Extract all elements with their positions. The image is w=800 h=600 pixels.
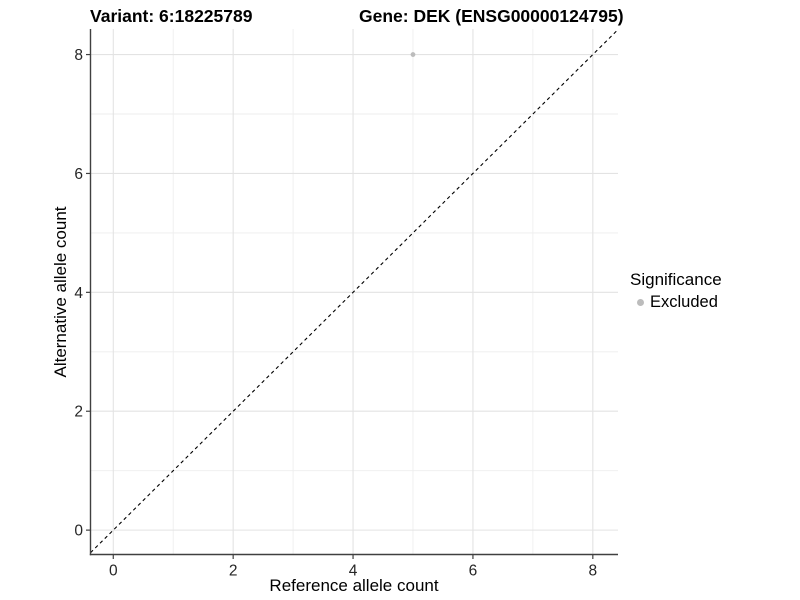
y-tick-label-0: 0 [74,523,83,540]
y-tick-label-4: 4 [74,285,83,302]
x-axis-title: Reference allele count [269,576,439,595]
x-tick-label-8: 8 [589,563,598,580]
legend-item-excluded: Excluded [630,293,722,312]
plot-title-gene: Gene: DEK (ENSG00000124795) [359,6,624,26]
x-tick-label-4: 4 [349,563,358,580]
y-tick-label-6: 6 [74,166,83,183]
y-tick-label-8: 8 [74,47,83,64]
x-tick-label-6: 6 [469,563,478,580]
x-tick-label-2: 2 [229,563,238,580]
legend: Significance Excluded [630,270,722,312]
legend-title: Significance [630,270,722,289]
x-tick-label-0: 0 [109,563,118,580]
data-point-excluded [410,52,416,57]
legend-point-icon [637,299,644,306]
legend-item-label: Excluded [650,293,718,311]
y-axis-title: Alternative allele count [51,206,70,378]
y-tick-label-2: 2 [74,404,83,421]
identity-reference-line [90,29,619,554]
plot-title-variant: Variant: 6:18225789 [90,6,253,26]
